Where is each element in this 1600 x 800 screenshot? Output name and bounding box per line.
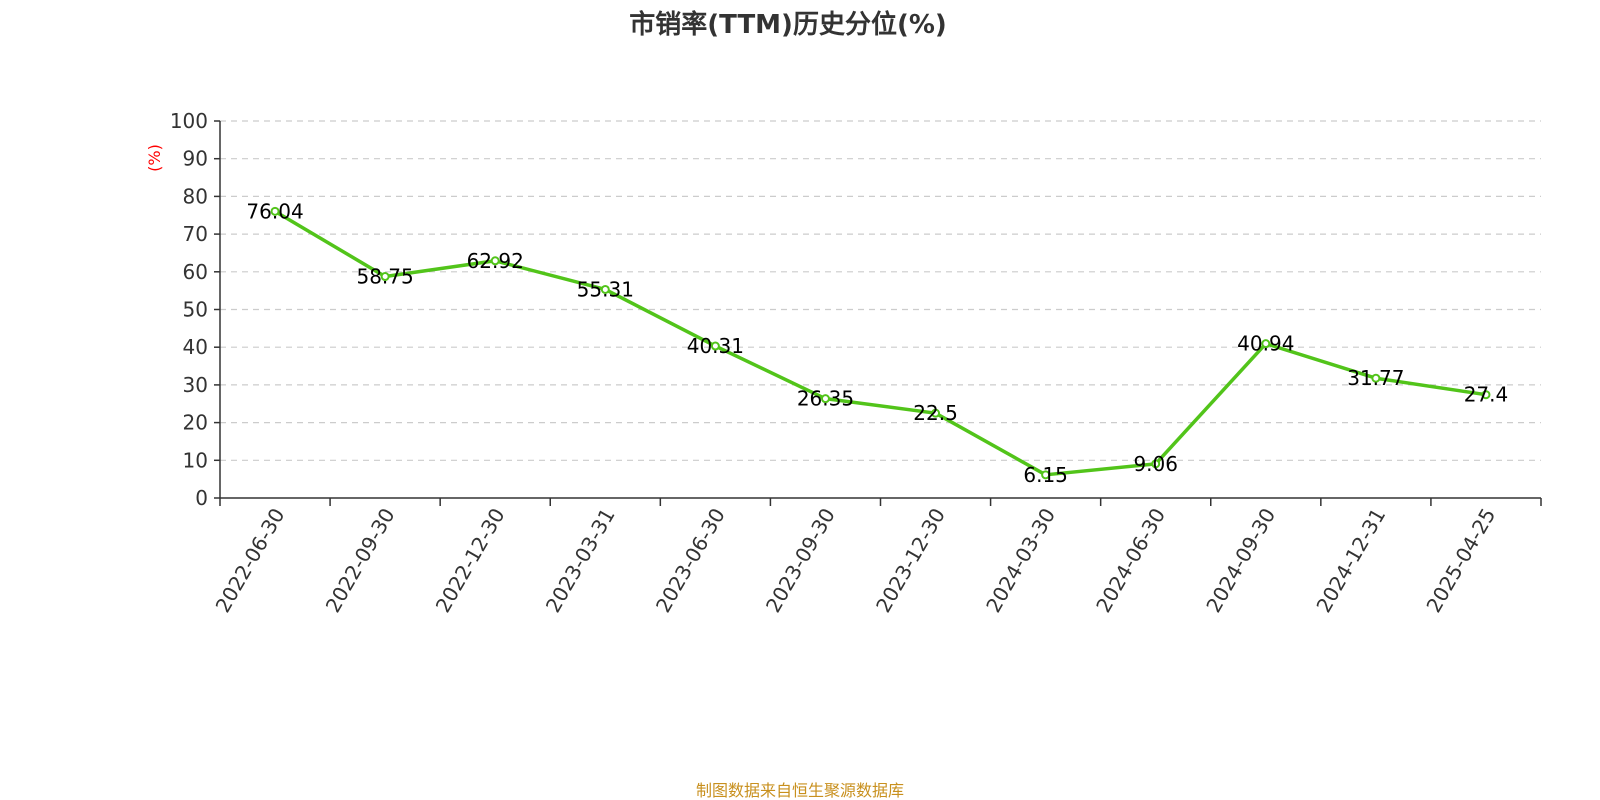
data-label: 26.35 [797,387,854,411]
y-tick-label: 90 [183,147,208,171]
y-tick-label: 60 [183,260,208,284]
data-label: 76.04 [246,199,303,223]
data-label: 55.31 [577,277,634,301]
data-source-note: 制图数据来自恒生聚源数据库 [696,781,904,800]
data-point [270,206,280,216]
x-tick-label: 2023-12-30 [871,504,950,617]
y-tick-label: 40 [183,335,208,359]
data-point [380,272,390,282]
data-label: 31.77 [1347,366,1404,390]
data-label: 6.15 [1023,463,1068,487]
data-point [1151,459,1161,469]
data-label: 40.94 [1237,332,1294,356]
data-label: 9.06 [1133,452,1178,476]
data-point [820,394,830,404]
y-tick-label: 100 [170,109,208,133]
axes: 0 10 20 30 40 50 60 70 80 90 100 2022-06-30 2022-09-… [170,109,1542,617]
data-label: 40.31 [687,334,744,358]
data-point [1481,390,1491,400]
data-label: 62.92 [467,249,524,273]
x-tick-label: 2022-06-30 [211,504,290,617]
x-tick-label: 2024-06-30 [1091,504,1170,617]
data-point [1261,339,1271,349]
data-point [1371,373,1381,383]
y-axis-unit-label: (%) [145,144,164,172]
y-tick-label: 30 [183,373,208,397]
y-tick-label: 80 [183,184,208,208]
x-tick-label: 2023-06-30 [651,504,730,617]
x-tick-label: 2025-04-25 [1421,504,1500,617]
x-tick-label: 2022-12-30 [431,504,510,617]
data-label: 27.4 [1464,383,1509,407]
data-label: 58.75 [356,265,413,289]
data-label: 22.5 [913,401,958,425]
y-tick-label: 0 [195,486,208,510]
grid-lines [220,120,1541,461]
y-tick-label: 50 [183,298,208,322]
data-labels: 76.04 58.75 62.92 55.31 40.31 26.35 22.5 6.15 9.… [246,199,1508,486]
data-point [931,408,941,418]
data-point [600,284,610,294]
x-tick-label: 2023-03-31 [541,504,620,617]
x-tick-label: 2024-12-31 [1311,504,1390,617]
data-point [1041,470,1051,480]
y-tick-label: 20 [183,411,208,435]
chart-title: 市销率(TTM)历史分位(%) [629,9,947,40]
series-line [273,209,1488,477]
y-tick-label: 10 [183,448,208,472]
x-tick-label: 2022-09-30 [321,504,400,617]
x-tick-label: 2023-09-30 [761,504,840,617]
x-tick-label: 2024-03-30 [981,504,1060,617]
data-point [490,256,500,266]
x-tick-label: 2024-09-30 [1201,504,1280,617]
data-point [710,341,720,351]
series-line-group [270,206,1491,480]
y-tick-label: 70 [183,222,208,246]
